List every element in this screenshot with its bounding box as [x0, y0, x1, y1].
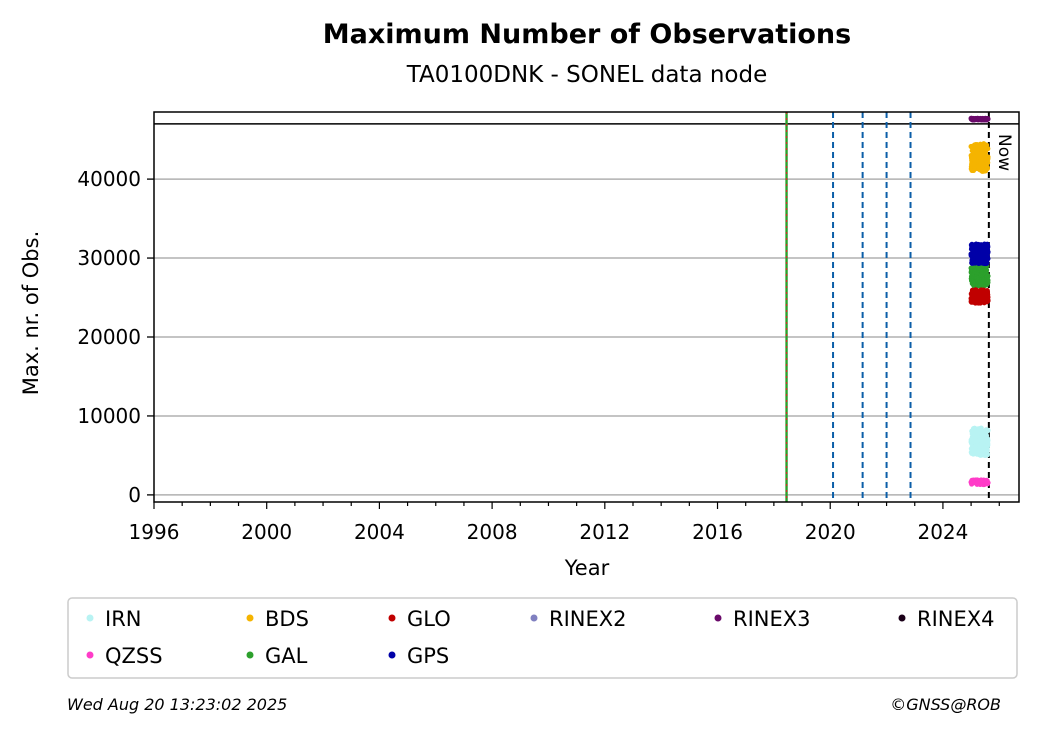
- x-tick-label: 2024: [917, 520, 968, 544]
- data-point-bds: [984, 165, 991, 171]
- timestamp-footer: Wed Aug 20 13:23:02 2025: [67, 695, 287, 714]
- legend-label-rinex4: RINEX4: [917, 607, 995, 631]
- legend-marker-gal: [246, 651, 254, 659]
- y-tick-label: 0: [128, 483, 141, 507]
- legend-marker-qzss: [86, 651, 94, 659]
- data-point-gal: [985, 277, 991, 283]
- legend-label-irn: IRN: [105, 607, 142, 631]
- x-tick-label: 2000: [241, 520, 292, 544]
- y-tick-label: 40000: [77, 167, 141, 191]
- x-axis-label: Year: [564, 556, 610, 580]
- x-tick-label: 2012: [579, 520, 630, 544]
- y-tick-label: 30000: [77, 246, 141, 270]
- y-tick-label: 10000: [77, 404, 141, 428]
- data-point-irn: [984, 452, 991, 458]
- legend-label-rinex2: RINEX2: [549, 607, 627, 631]
- legend-marker-irn: [86, 614, 94, 622]
- legend-marker-bds: [246, 614, 254, 622]
- x-tick-label: 2016: [692, 520, 743, 544]
- x-tick-label: 2004: [354, 520, 405, 544]
- x-tick-label: 2008: [467, 520, 518, 544]
- chart-subtitle: TA0100DNK - SONEL data node: [406, 62, 768, 88]
- legend-box: [67, 597, 1018, 679]
- data-point-qzss: [985, 480, 991, 486]
- data-point-gal: [983, 267, 990, 273]
- data-point-gal: [985, 273, 991, 279]
- y-tick-label: 20000: [77, 325, 141, 349]
- data-point-glo: [985, 294, 991, 300]
- data-point-irn: [985, 427, 991, 433]
- plot-area: 0 10000 20000 30000 40000 1996 2000 2004 2008 201…: [77, 111, 1020, 544]
- data-point-bds: [985, 154, 991, 160]
- legend-label-gal: GAL: [265, 644, 308, 668]
- data-point-gps: [985, 249, 991, 255]
- data-point-bds: [985, 146, 991, 152]
- y-axis-label: Max. nr. of Obs.: [19, 231, 43, 396]
- legend-marker-rinex4: [898, 614, 906, 622]
- data-point-bds: [985, 159, 991, 166]
- now-label: Now: [994, 134, 1014, 171]
- copyright-footer: ©GNSS@ROB: [890, 695, 1001, 714]
- legend-label-qzss: QZSS: [105, 644, 163, 668]
- legend-label-gps: GPS: [407, 644, 449, 668]
- data-point-rinex3: [985, 116, 991, 122]
- legend-label-glo: GLO: [407, 607, 451, 631]
- legend-marker-glo: [388, 614, 396, 622]
- plot-frame: [153, 111, 1020, 503]
- data-point-gps: [985, 244, 991, 250]
- x-tick-label: 1996: [129, 520, 180, 544]
- data-point-glo: [985, 298, 991, 304]
- legend-marker-rinex3: [714, 614, 722, 622]
- data-point-gps: [985, 255, 991, 262]
- data-point-irn: [985, 442, 991, 448]
- legend-label-rinex3: RINEX3: [733, 607, 811, 631]
- legend-marker-rinex2: [530, 614, 538, 622]
- legend-label-bds: BDS: [265, 607, 309, 631]
- data-point-irn: [985, 437, 991, 444]
- chart-title: Maximum Number of Observations: [323, 19, 851, 50]
- legend-marker-gps: [388, 651, 396, 659]
- x-tick-label: 2020: [805, 520, 856, 544]
- legend: IRN BDS GLO RINEX2 RINEX3 RINEX4 QZSS GAL GPS: [67, 597, 1018, 679]
